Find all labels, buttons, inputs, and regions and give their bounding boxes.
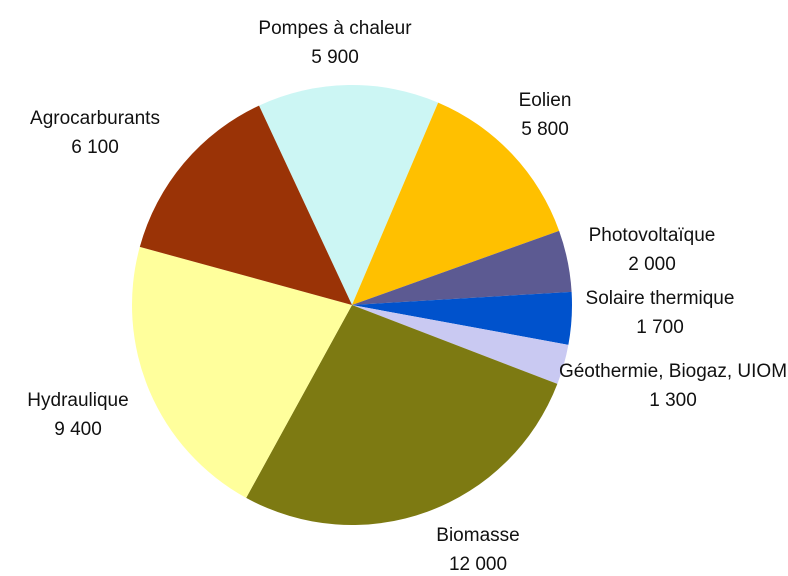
value-label: 1 300 (649, 390, 697, 411)
slice-label: Pompes à chaleur 5 900 (215, 14, 455, 72)
pie-slice (259, 85, 439, 305)
pie-slice (139, 105, 352, 305)
value-label: 6 100 (71, 137, 119, 158)
slice-label: Géothermie, Biogaz, UIOM 1 300 (558, 357, 788, 415)
slice-label: Solaire thermique 1 700 (560, 284, 760, 342)
category-label: Hydraulique (27, 390, 129, 411)
slice-label: Photovoltaïque 2 000 (552, 221, 752, 279)
pie-slice (246, 305, 558, 525)
pie-slice (352, 230, 572, 305)
category-label: Eolien (518, 90, 572, 111)
category-label: Agrocarburants (30, 108, 160, 129)
pie-slice (352, 305, 569, 384)
pie-slice (352, 102, 560, 305)
value-label: 1 700 (636, 317, 684, 338)
value-label: 2 000 (628, 254, 676, 275)
pie-slice (352, 291, 573, 345)
value-label: 5 900 (311, 47, 359, 68)
category-label: Solaire thermique (585, 288, 735, 309)
value-label: 12 000 (448, 554, 508, 575)
category-label: Pompes à chaleur (258, 18, 412, 39)
value-label: 5 800 (521, 119, 569, 140)
value-label: 9 400 (54, 419, 102, 440)
slice-label: Hydraulique 9 400 (8, 386, 148, 444)
slice-label: Biomasse 12 000 (418, 521, 538, 576)
slice-label: Eolien 5 800 (485, 86, 605, 144)
pie-slice (132, 246, 352, 498)
category-label: Biomasse (436, 525, 520, 546)
category-label: Géothermie, Biogaz, UIOM (558, 361, 788, 382)
category-label: Photovoltaïque (588, 225, 716, 246)
slice-label: Agrocarburants 6 100 (0, 104, 195, 162)
